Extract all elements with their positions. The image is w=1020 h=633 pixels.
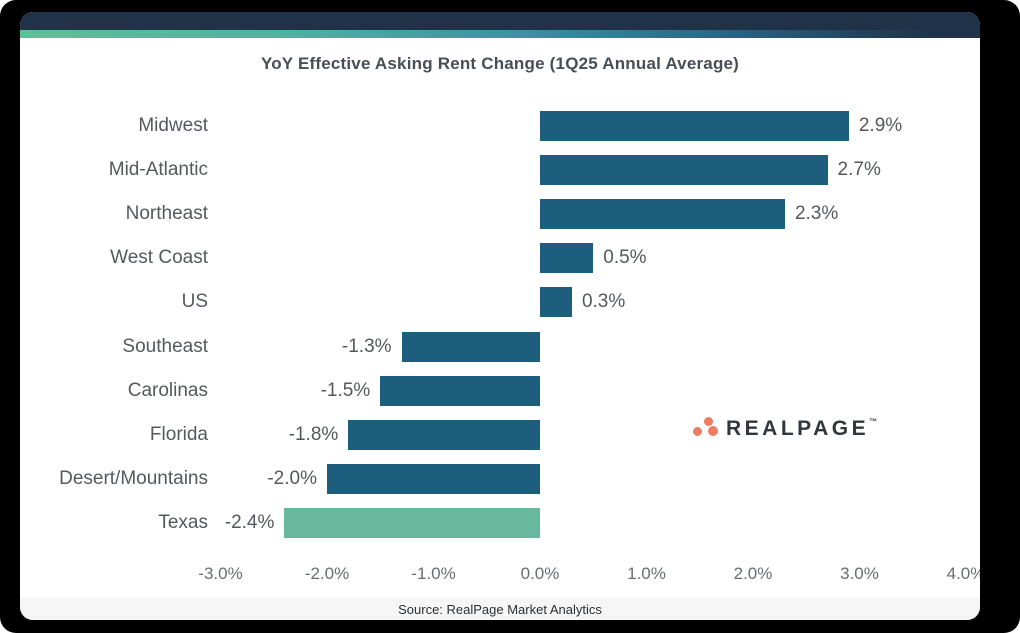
x-tick-label: -2.0% bbox=[304, 564, 350, 583]
header-gradient-strip bbox=[20, 30, 980, 38]
bar-texas bbox=[284, 507, 540, 538]
value-label: 2.9% bbox=[858, 115, 903, 136]
source-footer: Source: RealPage Market Analytics bbox=[20, 598, 980, 620]
bar-us bbox=[540, 287, 572, 318]
x-tick-label: 2.0% bbox=[733, 564, 773, 583]
x-tick-label: 4.0% bbox=[946, 564, 980, 583]
value-label: -1.5% bbox=[320, 379, 371, 401]
category-label: Midwest bbox=[138, 115, 208, 136]
bar-southeast bbox=[401, 331, 540, 362]
x-tick-label: 0.0% bbox=[520, 564, 560, 583]
category-label: Southeast bbox=[122, 335, 208, 357]
bar-desert-mountains bbox=[327, 463, 540, 494]
x-tick-label: 1.0% bbox=[627, 564, 666, 583]
value-label: 0.5% bbox=[603, 247, 647, 269]
category-label: Mid-Atlantic bbox=[108, 159, 208, 181]
value-label: -1.3% bbox=[341, 335, 392, 357]
bar-florida bbox=[348, 419, 540, 450]
realpage-logo-text: REALPAGE™ bbox=[726, 416, 878, 440]
value-label: 0.3% bbox=[581, 291, 626, 313]
category-label: US bbox=[181, 291, 208, 313]
bar-northeast bbox=[540, 199, 785, 230]
realpage-logo: REALPAGE™ bbox=[688, 406, 877, 450]
header-bar bbox=[20, 12, 980, 30]
category-label: Carolinas bbox=[127, 379, 208, 401]
category-label: Texas bbox=[158, 511, 208, 533]
bar-carolinas bbox=[380, 375, 540, 406]
category-label: West Coast bbox=[110, 247, 208, 269]
logo-dot-bottom-left bbox=[693, 427, 702, 436]
category-label: Florida bbox=[149, 423, 208, 445]
chart-title: YoY Effective Asking Rent Change (1Q25 A… bbox=[260, 54, 740, 73]
value-label: 2.7% bbox=[837, 159, 881, 181]
bar-west-coast bbox=[540, 243, 594, 274]
trademark-symbol: ™ bbox=[869, 416, 878, 426]
value-label: -2.0% bbox=[267, 467, 317, 489]
x-tick-label: 3.0% bbox=[840, 564, 879, 583]
category-label: Northeast bbox=[125, 203, 208, 225]
bar-midwest bbox=[540, 111, 849, 141]
source-text: Source: RealPage Market Analytics bbox=[398, 601, 602, 617]
value-label: -1.8% bbox=[288, 423, 339, 445]
value-label: -2.4% bbox=[224, 511, 275, 533]
logo-dot-bottom-right bbox=[708, 426, 718, 436]
bar-mid-atlantic bbox=[540, 155, 828, 186]
realpage-logo-dots-icon bbox=[688, 408, 726, 448]
category-label: Desert/Mountains bbox=[59, 467, 208, 489]
x-tick-label: -3.0% bbox=[198, 564, 243, 583]
infographic-card: YoY Effective Asking Rent Change (1Q25 A… bbox=[20, 12, 980, 620]
x-tick-label: -1.0% bbox=[411, 564, 456, 583]
logo-dot-top bbox=[704, 417, 713, 426]
value-label: 2.3% bbox=[794, 203, 839, 225]
